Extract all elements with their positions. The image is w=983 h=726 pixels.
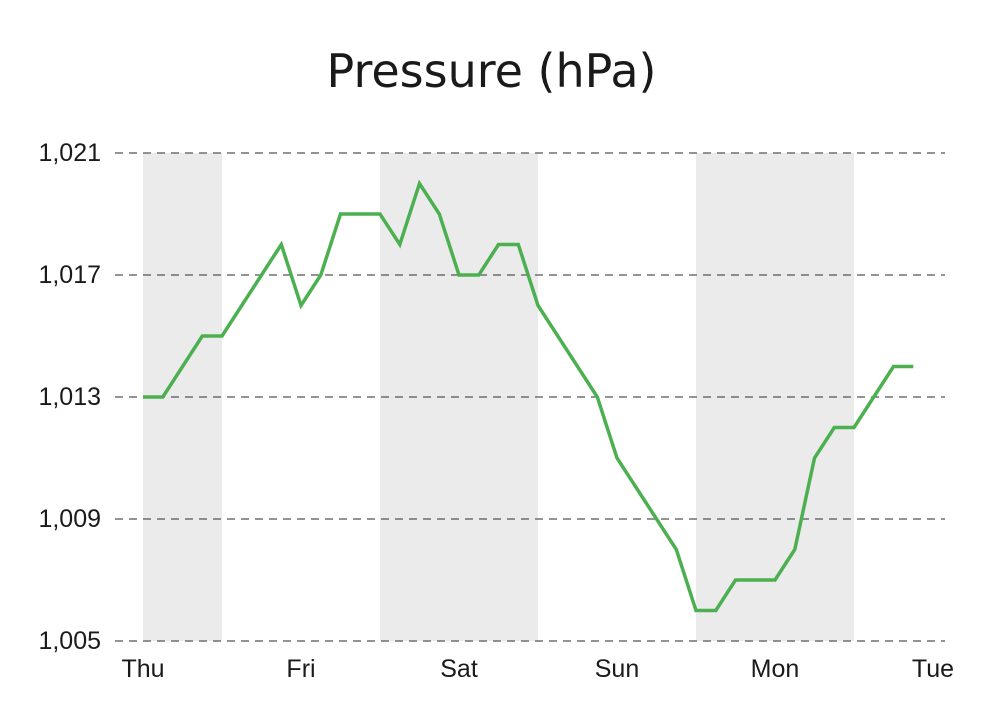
y-tick-label: 1,009 bbox=[38, 505, 101, 533]
series-line-0 bbox=[143, 179, 914, 613]
series-lines bbox=[143, 179, 914, 613]
chart-title: Pressure (hPa) bbox=[326, 44, 657, 98]
x-tick-label: Fri bbox=[286, 655, 315, 683]
x-tick-label: Mon bbox=[751, 655, 800, 683]
y-tick-label: 1,017 bbox=[38, 261, 101, 289]
x-tick-label: Sat bbox=[440, 655, 478, 683]
y-tick-label: 1,013 bbox=[38, 383, 101, 411]
x-axis-ticks: Thu Fri Sat Sun Mon Tue bbox=[121, 655, 954, 683]
gridlines bbox=[115, 152, 945, 642]
y-tick-label: 1,005 bbox=[38, 627, 101, 655]
x-tick-label: Sun bbox=[595, 655, 639, 683]
x-tick-label: Tue bbox=[912, 655, 954, 683]
x-tick-label: Thu bbox=[121, 655, 164, 683]
y-tick-label: 1,021 bbox=[38, 139, 101, 167]
y-axis-ticks: 1,021 1,017 1,013 1,009 1,005 bbox=[38, 139, 101, 655]
